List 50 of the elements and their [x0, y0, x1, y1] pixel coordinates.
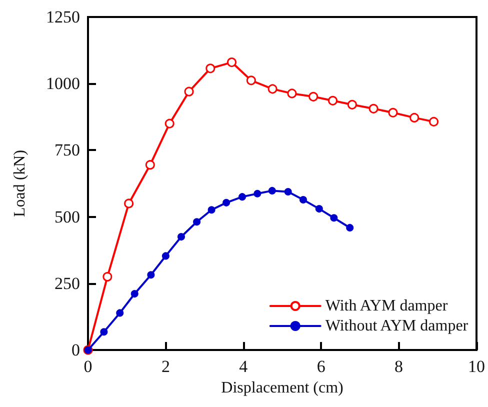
x-tick-label: 2: [161, 357, 170, 376]
point: [130, 290, 138, 298]
point: [308, 92, 318, 102]
point: [193, 218, 201, 226]
y-tick-label: 1250: [46, 8, 80, 26]
x-axis-title: Displacement (cm): [221, 380, 344, 396]
point: [208, 206, 216, 214]
y-tick-label: 1000: [46, 74, 80, 94]
y-tick-label: 250: [54, 274, 80, 293]
point: [429, 116, 439, 126]
x-tick-label: 10: [468, 357, 485, 376]
x-tick-label: 6: [316, 357, 326, 376]
point: [287, 88, 297, 98]
y-tick-label: 750: [54, 140, 80, 160]
y-tick-label: 500: [54, 207, 80, 226]
y-tick-label: 0: [72, 340, 80, 360]
point: [102, 272, 112, 282]
point: [268, 186, 276, 194]
point: [388, 108, 398, 118]
point: [368, 104, 378, 114]
point: [328, 96, 338, 106]
point: [145, 160, 155, 170]
point: [346, 224, 354, 232]
point: [162, 252, 170, 260]
x-tick-label: 4: [239, 357, 248, 376]
point: [315, 205, 323, 213]
point: [347, 100, 357, 110]
point: [184, 86, 194, 96]
point: [177, 233, 185, 241]
point: [124, 198, 134, 208]
point: [284, 188, 292, 196]
point: [254, 190, 262, 198]
point: [147, 271, 155, 279]
legend-label: With AYM damper: [325, 298, 448, 314]
point: [116, 309, 124, 317]
point: [330, 214, 338, 222]
point: [100, 328, 108, 336]
point: [164, 118, 174, 128]
point: [246, 76, 256, 86]
point: [206, 64, 216, 74]
point: [410, 112, 420, 122]
point: [299, 196, 307, 204]
legend-label: Without AYM damper: [325, 318, 469, 334]
y-axis-title: Load (kN): [12, 150, 28, 218]
x-tick-label: 0: [84, 357, 92, 376]
point: [238, 193, 246, 201]
point: [227, 58, 236, 68]
x-tick-label: 8: [394, 357, 404, 376]
point: [222, 198, 230, 206]
point: [268, 84, 278, 94]
